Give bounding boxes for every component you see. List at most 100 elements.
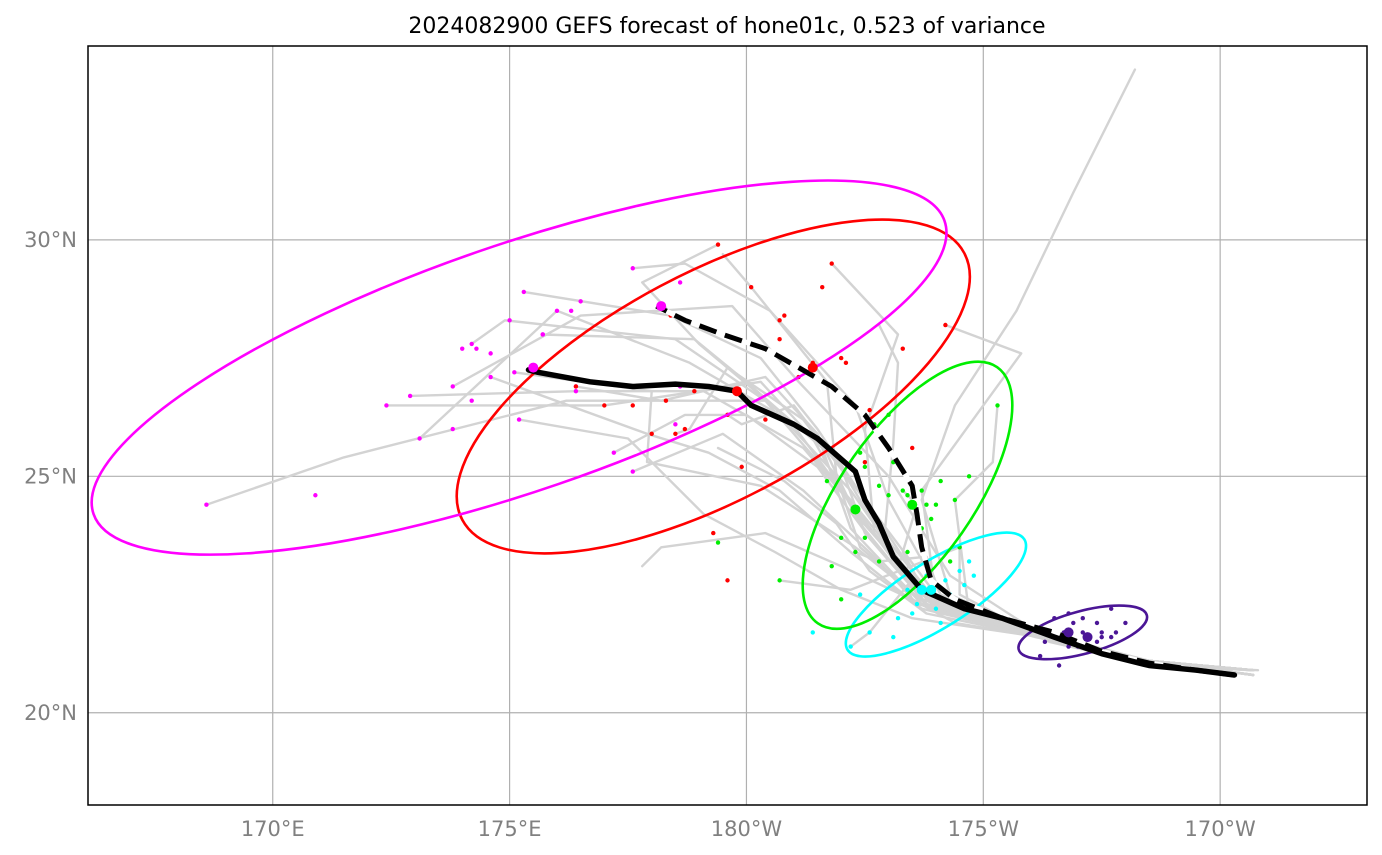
x-tick-label: 175°E — [478, 817, 542, 841]
ensemble-endpoint — [630, 403, 635, 408]
ensemble-endpoint — [867, 407, 872, 413]
ensemble-endpoint — [578, 299, 583, 304]
ensemble-endpoint — [876, 559, 882, 564]
ensemble-endpoint — [857, 450, 863, 455]
ensemble-endpoint — [914, 601, 920, 607]
ensemble-endpoint — [782, 313, 787, 318]
ensemble-endpoint — [611, 450, 617, 455]
ensemble-endpoint — [1109, 606, 1114, 611]
ensemble-endpoint — [673, 431, 678, 436]
ensemble-endpoint — [630, 266, 635, 271]
ensemble-endpoint — [568, 308, 574, 314]
ensemble-endpoint — [938, 620, 943, 626]
ensemble-track — [205, 399, 1255, 672]
ensemble-endpoint — [450, 426, 455, 432]
ensemble-endpoint — [867, 630, 872, 635]
ensemble-endpoint — [995, 403, 1000, 408]
ensemble-endpoint — [876, 483, 882, 488]
mean-dashed-marker — [1063, 627, 1074, 638]
forecast-markers — [528, 301, 1093, 643]
ensemble-endpoint — [829, 261, 834, 266]
ensemble-endpoint — [862, 464, 868, 470]
plot-frame — [87, 45, 1368, 806]
ensemble-endpoint — [966, 474, 972, 479]
mean-solid-marker — [528, 362, 539, 373]
ensemble-endpoint — [573, 384, 579, 389]
ensemble-endpoint — [715, 540, 721, 545]
tick-labels: 170°E 175°E 180°W 175°W 170°W 20°N 25°N 30°N — [24, 228, 1256, 841]
ensemble-endpoint — [469, 341, 474, 347]
ensemble-endpoint — [677, 280, 683, 285]
ensemble-endpoint — [848, 644, 853, 649]
gridlines — [88, 46, 1367, 805]
ensemble-endpoint — [824, 478, 830, 484]
ensemble-endpoint — [512, 370, 517, 375]
ensemble-endpoint — [905, 587, 910, 593]
chart-title: 2024082900 GEFS forecast of hone01c, 0.5… — [408, 14, 1045, 39]
ensemble-endpoint — [1094, 639, 1100, 645]
ensemble-endpoint — [417, 436, 422, 441]
ensemble-endpoint — [1080, 630, 1085, 635]
ensemble-endpoint — [838, 355, 844, 361]
ensemble-endpoint — [711, 530, 716, 536]
ensemble-endpoint — [777, 336, 782, 342]
uncertainty-ellipse — [844, 531, 1028, 658]
ensemble-endpoint — [384, 403, 389, 408]
ensemble-endpoint — [1123, 620, 1128, 626]
ensemble-endpoint — [843, 360, 849, 366]
ensemble-endpoint — [862, 535, 868, 541]
ensemble-endpoint — [820, 284, 825, 290]
ensemble-endpoint — [521, 289, 527, 295]
mean-tracks — [525, 303, 1238, 678]
ensemble-endpoint — [204, 502, 209, 507]
ensemble-endpoint — [919, 488, 924, 493]
ensemble-endpoint — [943, 578, 948, 583]
ensemble-endpoint — [407, 393, 413, 399]
ensemble-endpoint — [829, 563, 834, 569]
ensemble-endpoint — [838, 597, 844, 602]
mean-dashed-marker — [916, 584, 927, 595]
ensemble-endpoint — [1099, 634, 1104, 640]
ensemble-endpoint — [460, 346, 465, 351]
ensemble-endpoint — [516, 417, 522, 422]
ensemble-endpoint — [692, 389, 697, 394]
ensemble-endpoint — [777, 578, 782, 583]
ensemble-track — [920, 68, 1260, 672]
ensemble-endpoint — [630, 469, 635, 474]
mean-solid-marker — [1082, 632, 1093, 643]
ensemble-endpoint — [450, 384, 455, 389]
ensemble-track — [574, 375, 1255, 672]
ensemble-endpoint — [739, 464, 744, 470]
ensemble-endpoint — [947, 559, 953, 564]
plot-area — [90, 68, 1260, 678]
ensemble-endpoint — [602, 403, 607, 408]
ensemble-endpoint — [938, 478, 943, 484]
ensemble-endpoint — [777, 318, 782, 323]
ensemble-endpoint — [853, 549, 858, 555]
ensemble-endpoint — [1109, 634, 1114, 640]
ensemble-endpoint — [910, 611, 915, 616]
uncertainty-ellipse — [90, 179, 948, 556]
mean-dashed-marker — [807, 362, 818, 373]
mean-track-solid — [525, 367, 1238, 678]
ensemble-endpoint — [474, 346, 479, 351]
y-tick-label: 25°N — [24, 464, 77, 488]
ensemble-endpoint — [663, 398, 669, 403]
ensemble-endpoint — [1066, 644, 1071, 649]
ensemble-endpoint — [1099, 630, 1104, 635]
x-tick-label: 175°W — [948, 817, 1020, 841]
ensemble-endpoint — [933, 606, 939, 611]
ensemble-endpoint — [1056, 663, 1062, 668]
ensemble-endpoint — [554, 308, 560, 314]
ensemble-endpoint — [952, 497, 958, 503]
ensemble-endpoint — [507, 318, 512, 323]
ensemble-endpoint — [725, 578, 730, 583]
ensemble-endpoint — [971, 573, 977, 578]
ensemble-endpoint — [910, 445, 915, 451]
ensemble-endpoint — [488, 351, 493, 356]
x-tick-label: 180°W — [711, 817, 783, 841]
ensemble-endpoint — [900, 346, 905, 351]
mean-dashed-marker — [656, 301, 667, 312]
ensemble-endpoint — [748, 284, 754, 290]
